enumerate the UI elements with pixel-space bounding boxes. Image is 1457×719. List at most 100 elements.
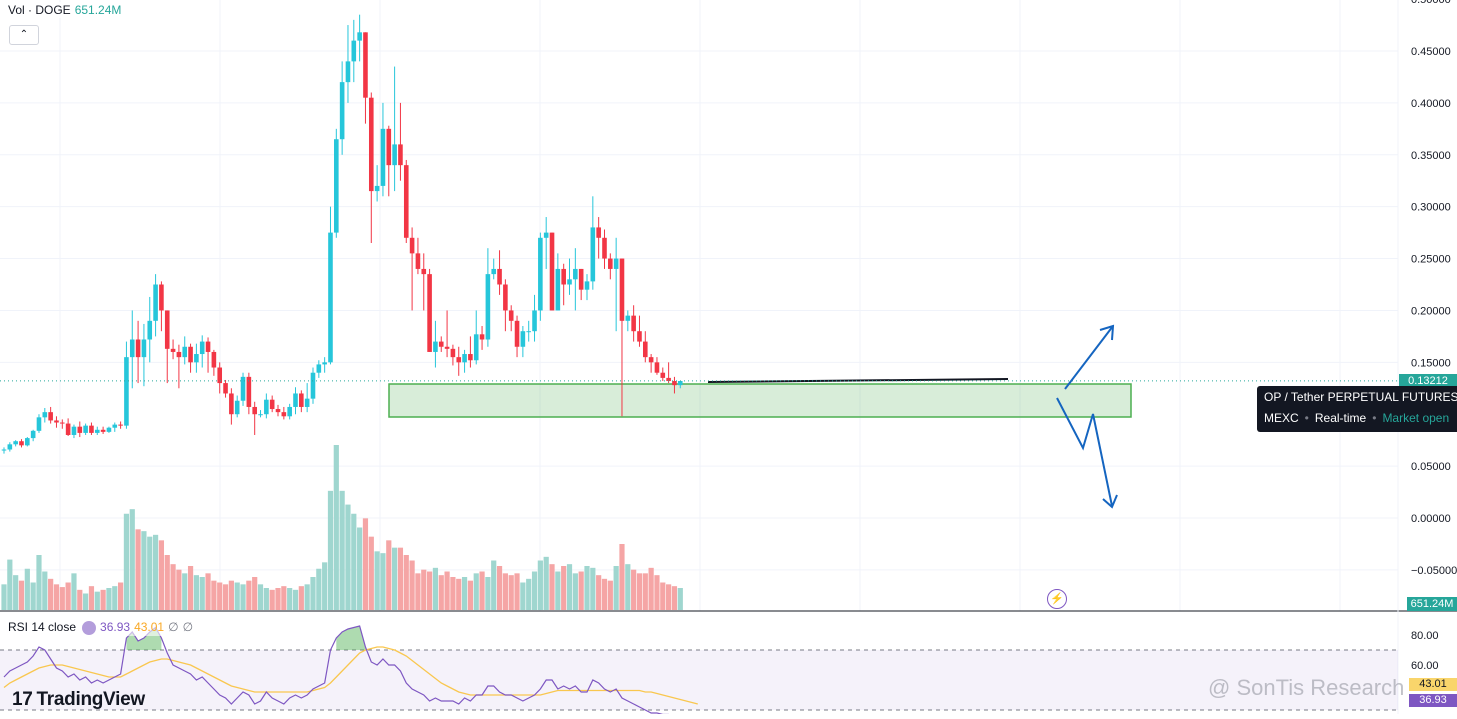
volume-bar <box>666 584 672 610</box>
volume-bar <box>24 568 30 610</box>
volume-bar <box>182 573 188 610</box>
price-tick-label: 0.50000 <box>1411 0 1451 6</box>
rsi-band <box>0 650 1398 710</box>
volume-bar <box>176 569 182 610</box>
rsi-line <box>3 625 710 719</box>
candle-body <box>421 268 427 275</box>
volume-bar <box>671 586 678 610</box>
candle-body <box>234 400 240 415</box>
rsi-settings-icon[interactable] <box>82 620 97 635</box>
volume-bar <box>257 584 264 610</box>
volume-bar <box>106 588 112 610</box>
volume-bar <box>205 573 211 610</box>
candle-body <box>573 268 578 280</box>
volume-bar <box>222 584 229 610</box>
candle-body <box>555 268 561 311</box>
candle-body <box>433 341 438 352</box>
volume-bar <box>636 573 643 610</box>
volume-bar <box>380 553 386 610</box>
volume-bar <box>228 580 234 610</box>
volume-bar <box>345 504 351 610</box>
volume-bar <box>438 575 444 610</box>
candle-body <box>415 253 421 269</box>
volume-bar <box>152 534 159 610</box>
candle-body <box>269 399 275 410</box>
tradingview-logo-mark: 17 <box>12 689 33 710</box>
volume-bar <box>94 591 100 610</box>
rsi-legend[interactable]: RSI 14 close 36.93 43.01 ∅ ∅ <box>5 619 197 636</box>
candle-body <box>380 128 386 186</box>
volume-bar <box>164 555 170 610</box>
rsi-ma-value: 43.01 <box>134 620 165 634</box>
candle-body <box>578 268 584 290</box>
candle-body <box>386 128 392 166</box>
volume-bar <box>584 566 590 610</box>
rsi-overbought-fill <box>336 626 366 650</box>
candle-body <box>648 357 654 363</box>
last-price-badge: 0.13212 <box>1399 374 1457 388</box>
volume-bar <box>112 586 118 610</box>
price-tick-label: 0.35000 <box>1411 150 1451 162</box>
candle-body <box>42 412 48 418</box>
volume-bar <box>88 586 95 610</box>
volume-bar <box>403 555 409 610</box>
candle-body <box>608 258 613 269</box>
volume-bar <box>386 540 392 610</box>
candle-body <box>479 334 485 340</box>
volume-bar <box>310 577 316 610</box>
candle-body <box>316 364 322 373</box>
candle-body <box>491 268 497 275</box>
volume-bar <box>397 547 404 610</box>
volume-bar <box>18 580 25 610</box>
candle-body <box>637 331 642 342</box>
candle-body <box>561 268 566 285</box>
volume-bar <box>71 573 77 610</box>
candle-body <box>328 232 333 363</box>
candle-body <box>672 381 677 386</box>
candle-body <box>368 97 374 192</box>
volume-bar <box>53 584 60 610</box>
lightning-icon[interactable]: ⚡ <box>1047 589 1067 609</box>
volume-bar <box>351 513 357 610</box>
volume-bar <box>246 580 252 610</box>
tradingview-logo[interactable]: 17 TradingView <box>12 689 145 711</box>
down-arrowhead-icon <box>1102 494 1118 509</box>
candle-body <box>147 320 153 340</box>
tooltip-feed: Real-time <box>1314 411 1367 425</box>
volume-bar <box>316 568 322 610</box>
volume-bar <box>526 578 532 610</box>
candle-body <box>584 281 590 290</box>
candle-body <box>485 274 491 340</box>
price-tick-label: 0.00000 <box>1411 513 1451 525</box>
volume-bar <box>561 566 567 610</box>
volume-bar <box>234 582 240 610</box>
down-arrow-line <box>1056 397 1113 507</box>
volume-bar <box>432 567 439 610</box>
volume-bar <box>240 584 246 610</box>
price-tick-label: 0.15000 <box>1411 357 1451 369</box>
price-tick-label: 0.45000 <box>1411 46 1451 58</box>
volume-bar <box>211 580 217 610</box>
volume-bar <box>322 562 328 610</box>
candle-body <box>613 258 619 269</box>
volume-bar <box>450 577 456 610</box>
volume-bar <box>549 564 555 610</box>
candle-body <box>170 348 176 352</box>
candle-body <box>89 425 94 433</box>
candle-body <box>549 232 555 311</box>
symbol-tooltip: OP / Tether PERPETUAL FUTURES MEXC • Real-… <box>1257 386 1457 432</box>
volume-bar <box>252 577 258 610</box>
candle-body <box>182 346 188 358</box>
candle-body <box>159 284 164 311</box>
candle-body <box>363 32 368 98</box>
collapse-chevron-icon[interactable]: ⌃ <box>9 25 39 45</box>
candle-body <box>334 139 339 233</box>
volume-bar <box>304 584 310 610</box>
volume-bar <box>392 547 398 610</box>
volume-bar <box>607 580 613 610</box>
candle-body <box>48 412 53 421</box>
tradingview-logo-text: TradingView <box>36 689 146 710</box>
support-zone <box>388 383 1132 418</box>
